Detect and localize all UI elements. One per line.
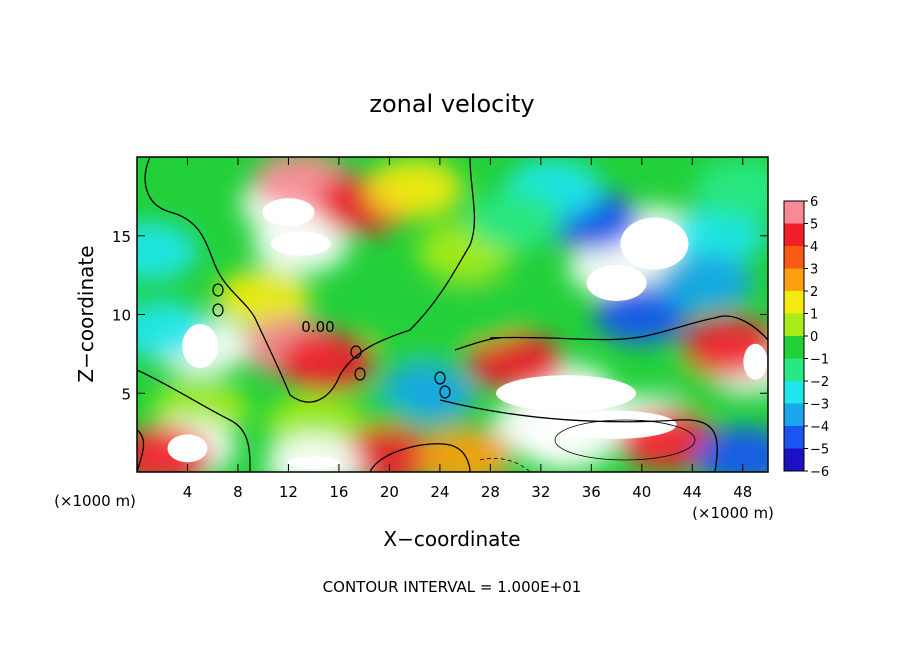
colorbar-tick-label: 1 bbox=[810, 308, 818, 323]
contour-line-negative bbox=[479, 457, 531, 472]
x-tick-label: 20 bbox=[380, 483, 399, 501]
saturated-core bbox=[743, 343, 768, 380]
contour-line bbox=[454, 337, 501, 351]
chart-title: zonal velocity bbox=[369, 90, 534, 118]
colorbar-segment bbox=[784, 291, 804, 314]
saturated-core bbox=[167, 434, 208, 463]
colorbar-tick-label: 2 bbox=[810, 285, 818, 300]
contour-line bbox=[144, 157, 476, 403]
x-tick-label: 48 bbox=[733, 483, 752, 501]
saturated-core bbox=[620, 217, 689, 270]
saturated-core bbox=[182, 324, 219, 368]
field-feature bbox=[467, 190, 564, 250]
field-feature bbox=[137, 221, 198, 282]
field-feature bbox=[656, 253, 753, 313]
colorbar-tick-label: 3 bbox=[810, 263, 818, 278]
contour-loop bbox=[354, 367, 366, 381]
contour-line bbox=[369, 443, 471, 472]
colorbar-tick-label: 0 bbox=[810, 330, 818, 345]
colorbar-segment bbox=[784, 313, 804, 336]
contour-loop bbox=[434, 371, 446, 385]
colorbar-segment bbox=[784, 358, 804, 381]
field-feature bbox=[417, 426, 514, 472]
x-tick-label: 16 bbox=[329, 483, 348, 501]
field-feature bbox=[215, 268, 312, 329]
field-feature bbox=[694, 426, 768, 472]
field-feature bbox=[278, 331, 375, 392]
colorbar-segment bbox=[784, 426, 804, 449]
y-tick-label: 10 bbox=[112, 307, 131, 325]
saturated-core bbox=[271, 231, 332, 256]
field-feature bbox=[669, 205, 766, 266]
colorbar-tick-label: −5 bbox=[810, 443, 829, 458]
colorbar-segment bbox=[784, 246, 804, 269]
x-axis-unit-left: (×1000 m) bbox=[54, 492, 136, 510]
colorbar-tick-label: 4 bbox=[810, 240, 818, 255]
colorbar-segment bbox=[784, 448, 804, 471]
colorbar-segment bbox=[784, 223, 804, 246]
contour-line bbox=[489, 315, 768, 341]
x-tick-label: 36 bbox=[582, 483, 601, 501]
y-tick-label: 5 bbox=[121, 385, 131, 403]
colorbar-tick-label: −6 bbox=[810, 465, 829, 480]
contour-interval-note: CONTOUR INTERVAL = 1.000E+01 bbox=[323, 578, 582, 596]
heatmap-field bbox=[137, 157, 768, 472]
saturated-core bbox=[496, 375, 637, 412]
x-tick-label: 44 bbox=[683, 483, 702, 501]
field-feature bbox=[341, 426, 438, 472]
contour-line bbox=[137, 429, 145, 472]
x-tick-label: 24 bbox=[430, 483, 449, 501]
x-tick-label: 8 bbox=[233, 483, 243, 501]
field-feature bbox=[366, 158, 463, 219]
colorbar-segment bbox=[784, 336, 804, 359]
contour-lines bbox=[137, 157, 768, 472]
colorbar-tick-label: 5 bbox=[810, 218, 818, 233]
colorbar-tick-label: −2 bbox=[810, 375, 829, 390]
colorbar: 6 5 4 3 2 1 0 −1 −2 −3 −4 −5 −6 bbox=[783, 195, 829, 480]
x-axis-unit-right: (×1000 m) bbox=[692, 504, 774, 522]
contour-label: 0.00 bbox=[301, 318, 334, 336]
colorbar-tick-label: −3 bbox=[810, 398, 829, 413]
y-axis-ticks: 5 10 15 bbox=[112, 228, 768, 403]
contour-line bbox=[137, 369, 251, 472]
colorbar-tick-label: −4 bbox=[810, 420, 829, 435]
contour-loop bbox=[350, 345, 362, 359]
colorbar-segment bbox=[784, 201, 804, 224]
saturated-core bbox=[262, 198, 315, 227]
contour-loop bbox=[554, 419, 696, 461]
saturated-core bbox=[586, 265, 647, 301]
x-tick-label: 4 bbox=[183, 483, 193, 501]
y-axis-label: Z−coordinate bbox=[74, 245, 98, 382]
field-feature bbox=[694, 158, 768, 219]
colorbar-segment bbox=[784, 268, 804, 291]
field-feature bbox=[429, 284, 526, 345]
x-tick-label: 40 bbox=[632, 483, 651, 501]
x-axis-ticks: 4 8 12 16 20 24 28 32 36 40 44 48 bbox=[183, 157, 752, 501]
x-axis-label: X−coordinate bbox=[383, 527, 520, 551]
contour-loop bbox=[439, 385, 451, 399]
x-tick-label: 12 bbox=[279, 483, 298, 501]
contour-loop bbox=[212, 283, 224, 297]
saturated-core bbox=[556, 410, 677, 439]
colorbar-segment bbox=[784, 403, 804, 426]
contour-loop bbox=[212, 303, 224, 317]
x-tick-label: 28 bbox=[481, 483, 500, 501]
colorbar-tick-label: 6 bbox=[810, 195, 818, 210]
y-tick-label: 15 bbox=[112, 228, 131, 246]
x-tick-label: 32 bbox=[531, 483, 550, 501]
saturated-core bbox=[287, 456, 340, 469]
colorbar-segment bbox=[784, 381, 804, 404]
colorbar-tick-label: −1 bbox=[810, 353, 829, 368]
